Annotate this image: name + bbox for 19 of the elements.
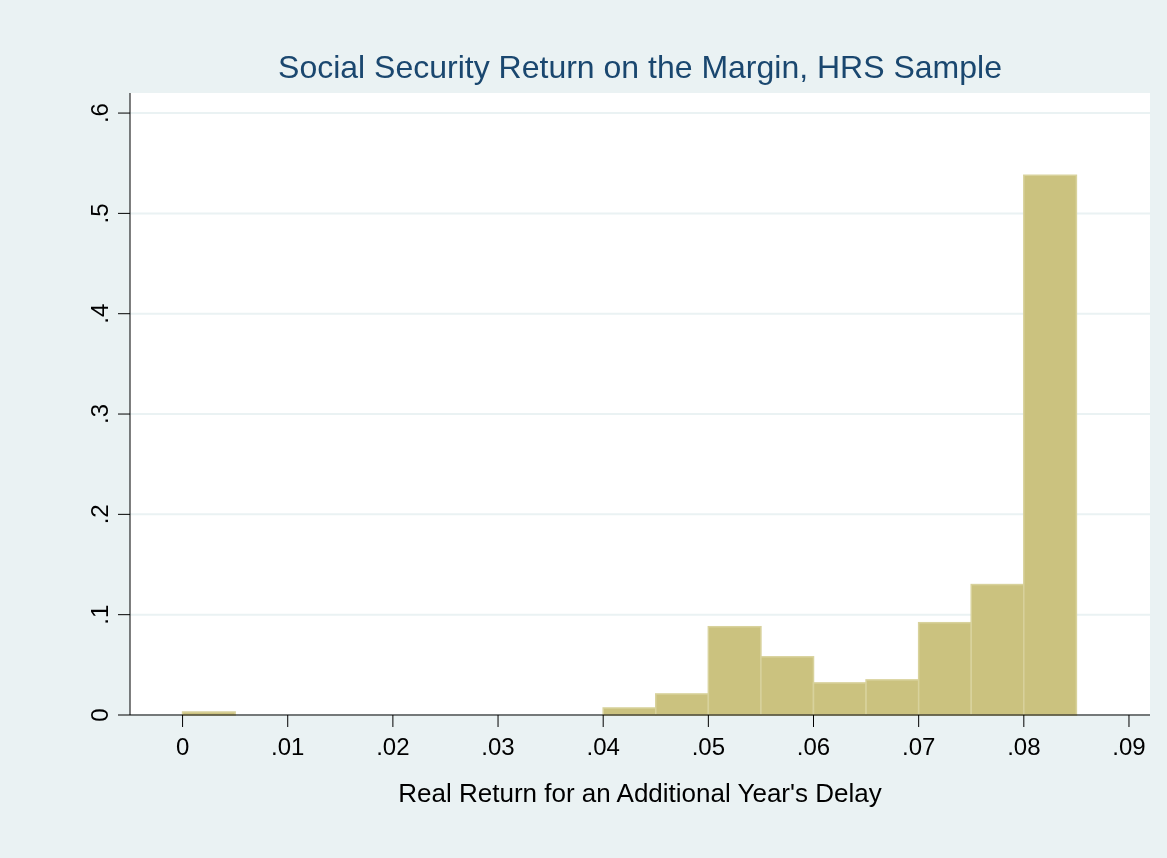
x-tick-label: 0 bbox=[175, 733, 190, 760]
x-tick-label: .08 bbox=[1007, 733, 1041, 760]
y-tick-label: 0 bbox=[86, 708, 113, 722]
x-tick-label: .05 bbox=[691, 733, 726, 760]
chart-title: Social Security Return on the Margin, HRS Sample bbox=[278, 49, 1002, 85]
x-tick-label: .07 bbox=[901, 733, 936, 760]
x-tick-label: .09 bbox=[1112, 733, 1146, 760]
y-tick-label: .5 bbox=[86, 203, 113, 224]
x-tick-label: .06 bbox=[796, 733, 831, 760]
x-axis-title: Real Return for an Additional Year's Delay bbox=[398, 778, 882, 808]
x-tick-label: .04 bbox=[586, 733, 620, 760]
x-tick-label: .03 bbox=[481, 733, 515, 760]
y-tick-label: .2 bbox=[86, 504, 113, 525]
y-tick-label: .6 bbox=[86, 103, 113, 124]
y-tick-label: .4 bbox=[86, 303, 113, 324]
y-tick-label: .1 bbox=[86, 604, 113, 625]
y-tick-label: .3 bbox=[86, 404, 113, 425]
x-tick-label: .01 bbox=[271, 733, 305, 760]
x-tick-label: .02 bbox=[376, 733, 410, 760]
